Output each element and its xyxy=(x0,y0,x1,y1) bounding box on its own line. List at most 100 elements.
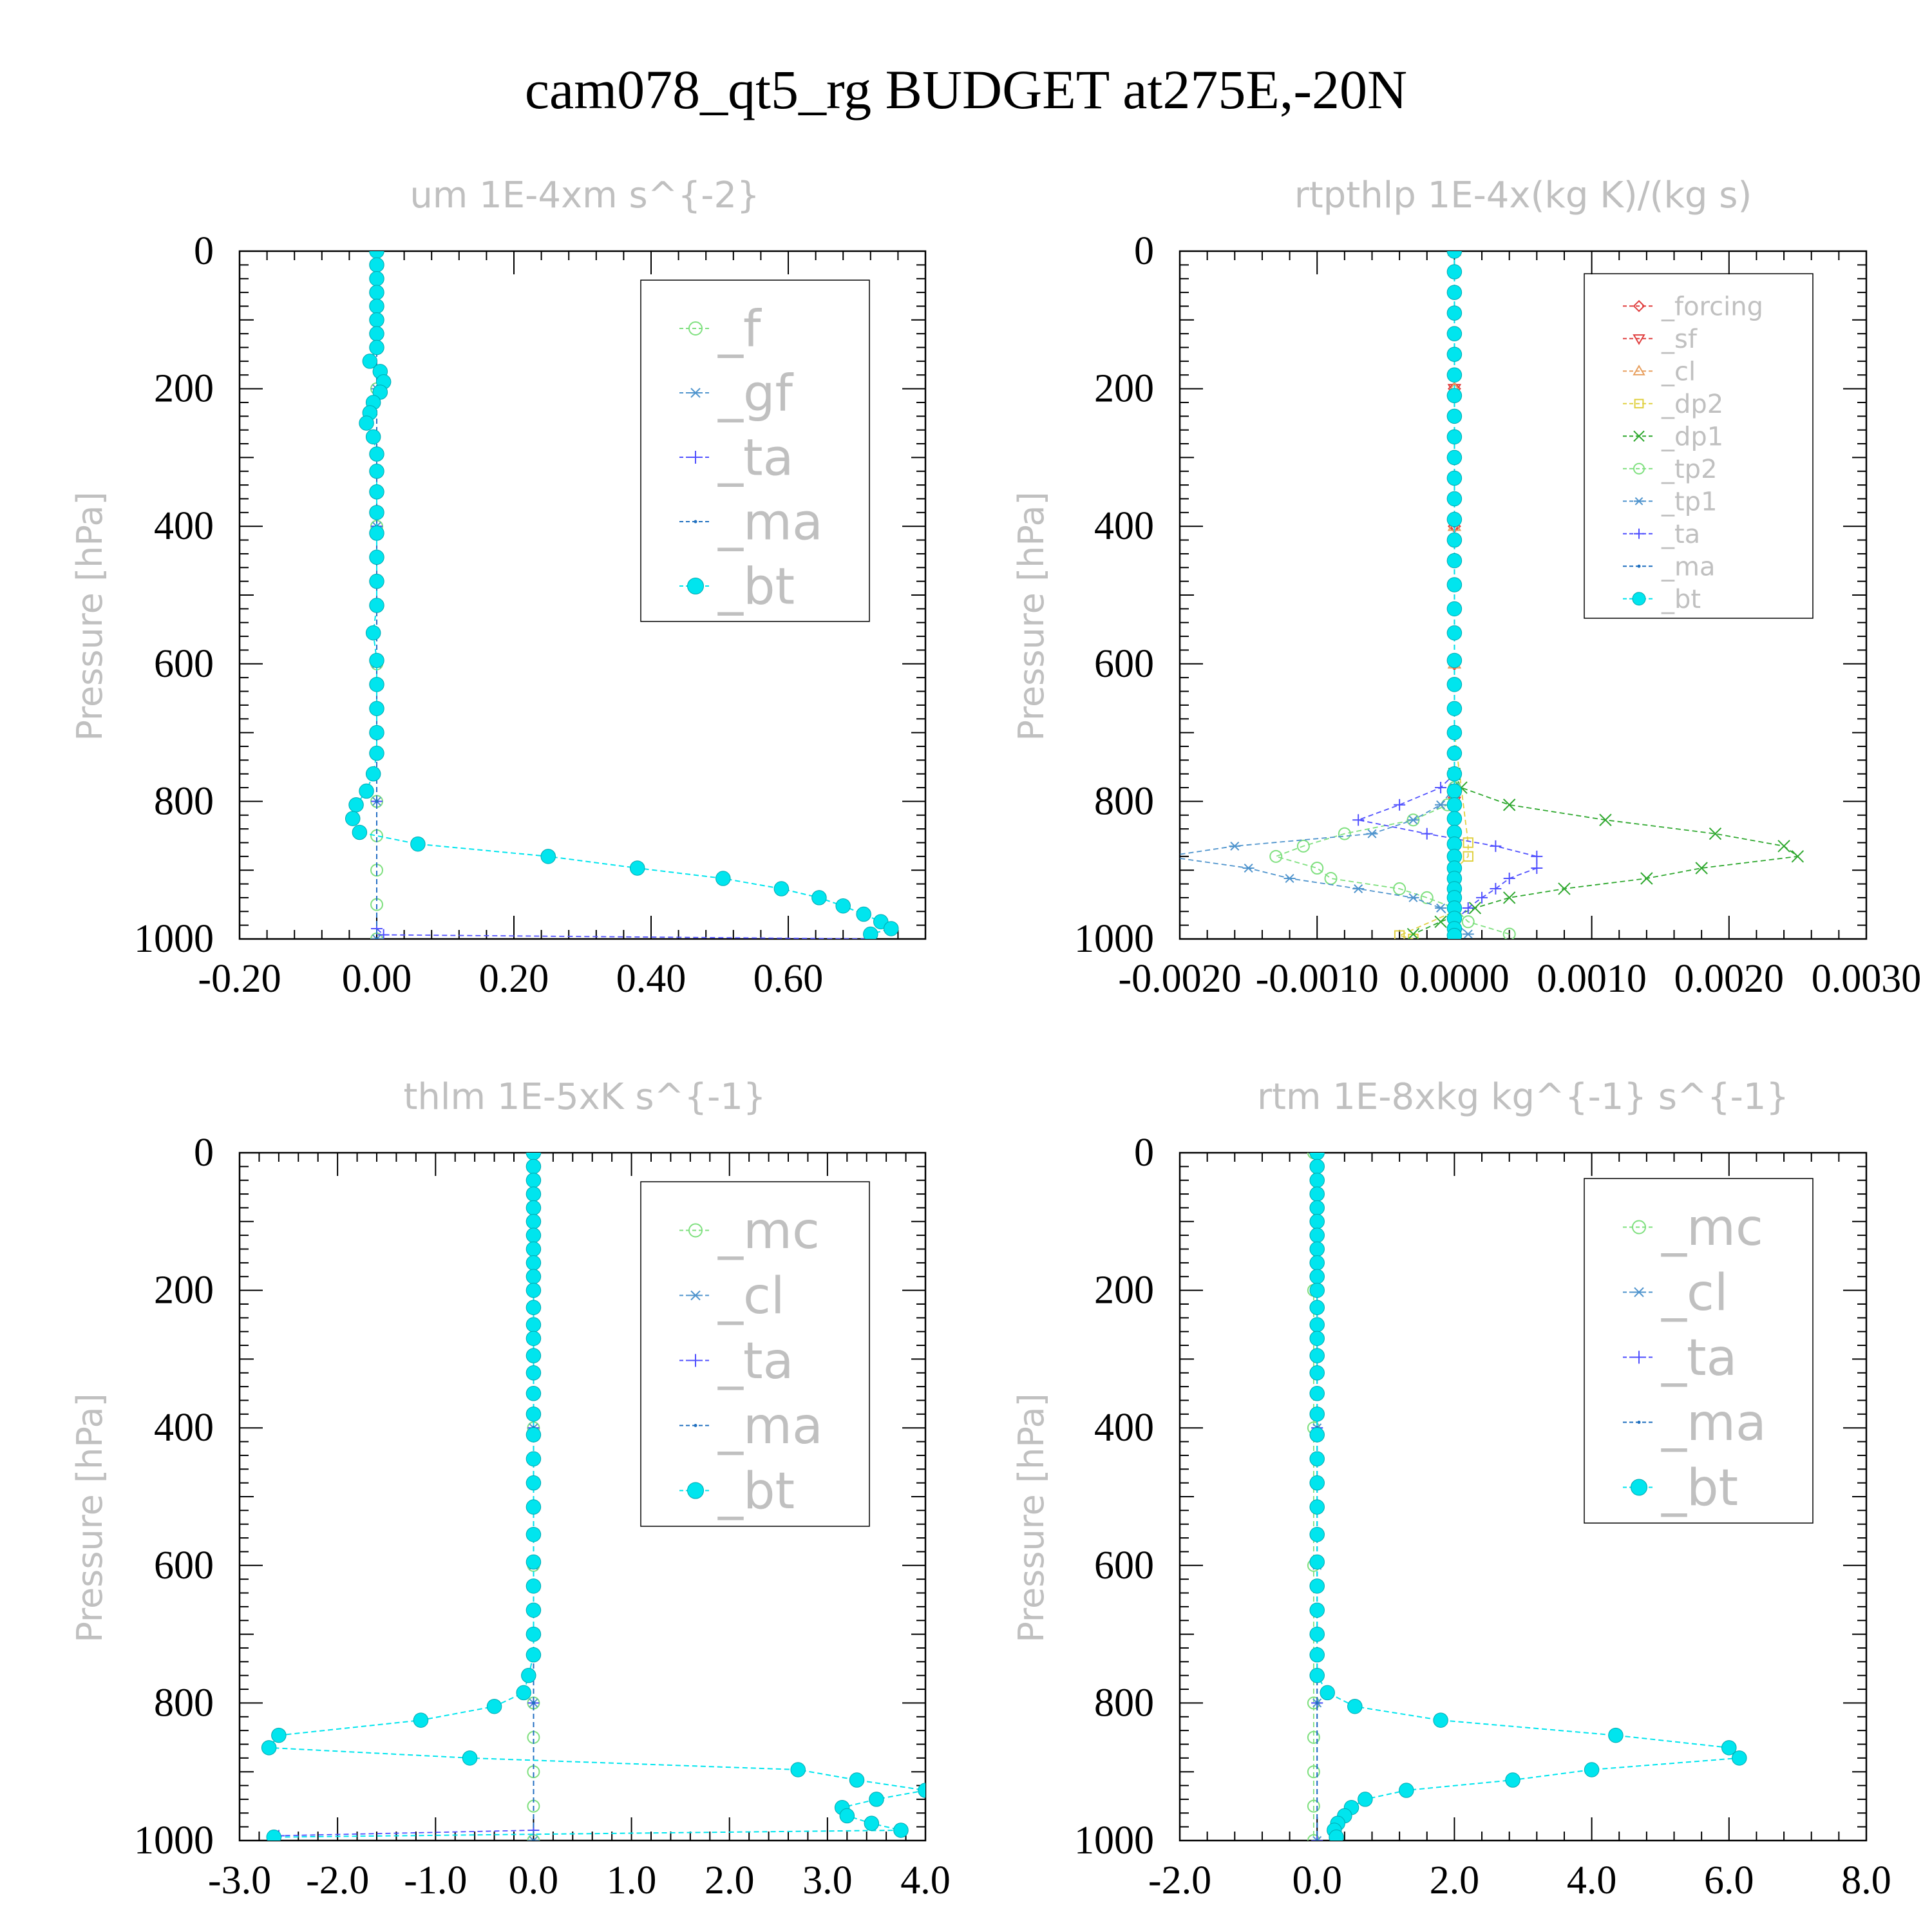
data-point xyxy=(1407,893,1419,902)
y-tick-label: 0 xyxy=(194,1131,214,1175)
x-tick-label: -2.0 xyxy=(306,1859,369,1902)
legend-marker xyxy=(1637,1421,1641,1424)
data-point xyxy=(375,937,379,939)
main-title: cam078_qt5_rg BUDGET at275E,-20N xyxy=(525,59,1407,120)
data-point xyxy=(1309,1269,1325,1284)
x-tick-label: 2.0 xyxy=(1430,1859,1480,1902)
data-point xyxy=(516,1685,531,1701)
data-point xyxy=(369,505,384,520)
data-point xyxy=(1446,305,1463,321)
plot-frame xyxy=(238,1151,927,1842)
data-point xyxy=(1462,929,1474,939)
y-tick-label: 400 xyxy=(154,1406,214,1450)
legend-marker xyxy=(1632,592,1646,606)
data-point xyxy=(369,257,384,273)
y-axis-label: Pressure [hPa] xyxy=(70,1393,110,1642)
y-tick-label: 800 xyxy=(154,1681,214,1725)
data-point xyxy=(1503,873,1515,885)
data-point xyxy=(1446,811,1463,826)
data-point xyxy=(1502,891,1516,904)
series-line xyxy=(352,251,893,935)
data-point xyxy=(369,745,384,761)
x-tick-label: 4.0 xyxy=(1567,1859,1617,1902)
series-ta xyxy=(1352,768,1543,928)
data-point xyxy=(1394,930,1405,939)
panel-title: rtm 1E-8xkg kg^{-1} s^{-1} xyxy=(1257,1076,1789,1118)
y-tick-label: 200 xyxy=(154,367,214,411)
data-point xyxy=(1777,840,1790,853)
data-point xyxy=(369,464,384,479)
data-point xyxy=(526,1365,542,1381)
data-point xyxy=(462,1750,478,1766)
data-point xyxy=(1347,1698,1363,1714)
x-tick-label: 0.0020 xyxy=(1674,957,1785,1001)
data-point xyxy=(413,1712,429,1728)
data-point xyxy=(1446,326,1463,341)
data-point xyxy=(369,326,384,341)
data-point xyxy=(1393,882,1406,896)
data-point xyxy=(1446,367,1463,383)
data-point xyxy=(1732,1750,1747,1766)
data-point xyxy=(1446,346,1463,362)
y-tick-label: 800 xyxy=(1094,779,1154,823)
series-line xyxy=(1180,787,1469,935)
data-point xyxy=(1309,1227,1325,1243)
data-point xyxy=(1502,799,1516,811)
y-tick-label: 1000 xyxy=(134,917,214,961)
plot-area xyxy=(345,251,899,939)
panel-title: rtpthlp 1E-4x(kg K)/(kg s) xyxy=(1294,175,1752,216)
data-point xyxy=(526,1227,542,1243)
legend-label: _ma xyxy=(1661,552,1715,582)
legend-label: _mc xyxy=(717,1202,820,1260)
data-point xyxy=(377,929,390,939)
legend-marker xyxy=(688,321,703,336)
legend-box xyxy=(1584,273,1814,619)
data-point xyxy=(1531,862,1543,874)
data-point xyxy=(1446,251,1463,259)
data-point xyxy=(521,1667,536,1683)
data-point xyxy=(790,1762,806,1777)
legend-marker xyxy=(689,451,702,464)
data-point xyxy=(1309,1282,1325,1298)
data-point xyxy=(1307,1765,1320,1779)
legend-marker xyxy=(1634,497,1644,506)
data-point xyxy=(375,799,379,803)
data-point xyxy=(369,312,384,328)
data-point xyxy=(1462,902,1474,914)
data-point xyxy=(1420,891,1434,904)
data-point xyxy=(1446,701,1463,716)
panel-rtm: rtm 1E-8xkg kg^{-1} s^{-1} Pressure [hPa… xyxy=(1011,1076,1891,1902)
data-point xyxy=(811,890,827,905)
plot-area xyxy=(1180,251,1804,939)
data-point xyxy=(1309,1186,1325,1202)
legend-label: _forcing xyxy=(1661,292,1763,321)
data-point xyxy=(869,1792,884,1807)
data-point xyxy=(369,724,384,741)
data-point xyxy=(1309,1451,1325,1467)
y-tick-label: 800 xyxy=(154,779,214,823)
legend: _mc _cl _ta _ma _bt xyxy=(1584,1178,1814,1524)
x-tick-label: -0.0010 xyxy=(1256,957,1379,1001)
data-point xyxy=(1324,872,1338,886)
data-point xyxy=(369,573,384,589)
legend-box xyxy=(640,279,870,622)
data-point xyxy=(369,526,384,541)
plot-frame xyxy=(1179,250,1868,940)
data-point xyxy=(1446,766,1463,782)
data-point xyxy=(1446,625,1463,641)
data-point xyxy=(1446,450,1463,466)
data-point xyxy=(1791,850,1804,863)
data-point xyxy=(526,1451,542,1467)
data-point xyxy=(526,1526,542,1542)
legend-label: _ma xyxy=(1661,1394,1766,1452)
y-tick-label: 0 xyxy=(1134,1131,1154,1175)
data-point xyxy=(526,1348,542,1363)
series-bt xyxy=(261,1153,925,1841)
data-point xyxy=(835,898,851,914)
panel-rtpthlp: rtpthlp 1E-4x(kg K)/(kg s) Pressure [hPa… xyxy=(1011,175,1921,1001)
legend: _forcing _sf _cl _dp2 _dp1 _tp2 _tp1 _ta _ma _bt xyxy=(1584,273,1814,619)
legend: _mc _cl _ta _ma _bt xyxy=(640,1181,870,1527)
data-point xyxy=(1229,841,1241,851)
legend-label: _ta xyxy=(717,1332,793,1390)
data-point xyxy=(526,1186,542,1202)
